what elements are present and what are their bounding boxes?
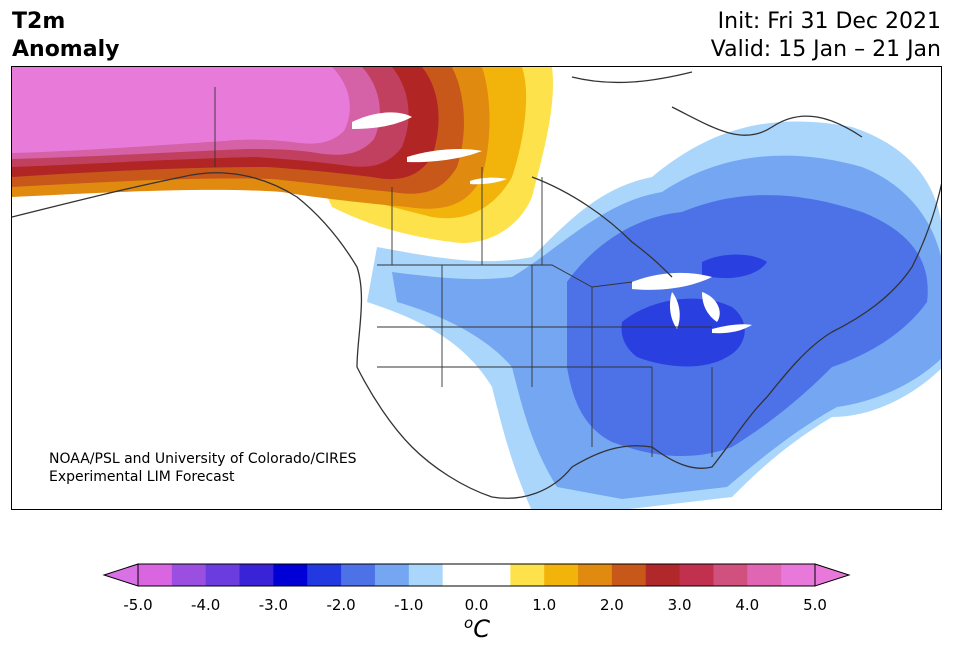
colorbar-under-arrow — [102, 563, 139, 587]
colorbar-cell — [171, 564, 207, 586]
colorbar-tick-label: 5.0 — [803, 596, 827, 614]
region-royal-ne — [702, 254, 767, 279]
colorbar-outline — [137, 563, 816, 587]
credit-text: NOAA/PSL and University of Colorado/CIRE… — [49, 450, 357, 486]
coastlines — [12, 71, 941, 499]
colorbar-cell — [205, 564, 241, 586]
colorbar-cell — [442, 564, 477, 586]
colorbar-cell — [408, 564, 444, 586]
lake-great-slave — [407, 149, 482, 163]
colorbar-cell — [747, 564, 782, 586]
colorbar-tick-label: -1.0 — [394, 596, 424, 614]
colorbar-cell — [781, 564, 816, 586]
lake-huron — [702, 292, 720, 322]
colorbar-cell — [679, 564, 714, 586]
map-title: T2m Anomaly — [12, 8, 119, 64]
title-line-2: Anomaly — [12, 37, 120, 62]
colorbar-cell — [510, 564, 545, 586]
lake-great-bear — [352, 112, 412, 129]
lake-athabasca — [470, 177, 507, 185]
colorbar-tick-label: 2.0 — [599, 596, 624, 614]
colorbar-tick-label: 4.0 — [735, 596, 760, 614]
credit-line-1: NOAA/PSL and University of Colorado/CIRE… — [49, 451, 357, 467]
colorbar-cell — [578, 564, 613, 586]
init-date: Init: Fri 31 Dec 2021 — [717, 9, 941, 34]
colorbar-tick-labels: -5.0 -4.0 -3.0 -2.0 -1.0 0.0 1.0 2.0 3.0 4.0 5.0 — [0, 596, 953, 616]
colorbar-over-arrow — [814, 563, 851, 587]
colorbar-cell — [476, 564, 511, 586]
colorbar-tick-label: -2.0 — [326, 596, 356, 614]
colorbar-cells — [138, 564, 816, 586]
anomaly-map — [12, 67, 941, 509]
colorbar-tick-label: -3.0 — [258, 596, 289, 614]
colorbar-cell — [307, 564, 342, 586]
valid-range: Valid: 15 Jan – 21 Jan — [710, 37, 941, 62]
colorbar — [102, 563, 851, 587]
title-line-1: T2m — [12, 9, 66, 34]
colorbar-tick-label: -5.0 — [123, 596, 153, 614]
credit-line-2: Experimental LIM Forecast — [49, 469, 235, 485]
colorbar-tick-label: -4.0 — [191, 596, 221, 614]
lake-superior — [632, 272, 712, 290]
region-pink — [12, 67, 350, 153]
colorbar-tick-label: 1.0 — [532, 596, 557, 614]
colorbar-cell — [645, 564, 681, 586]
colorbar-cell — [239, 564, 274, 586]
colorbar-cell — [341, 564, 376, 586]
unit-letter: C — [473, 615, 490, 643]
forecast-dates: Init: Fri 31 Dec 2021 Valid: 15 Jan – 21… — [711, 8, 941, 64]
colorbar-cell — [713, 564, 748, 586]
colorbar-cell — [611, 564, 647, 586]
colorbar-tick-label: 3.0 — [667, 596, 692, 614]
colorbar-unit: oC — [464, 614, 490, 643]
map-panel — [11, 66, 942, 510]
colorbar-cell — [273, 564, 308, 586]
colorbar-cell — [544, 564, 579, 586]
colorbar-cell — [374, 564, 410, 586]
unit-degree: o — [464, 614, 474, 632]
colorbar-tick-label: 0.0 — [464, 596, 489, 614]
colorbar-cell — [138, 564, 173, 586]
borders — [214, 87, 713, 457]
lake-erie — [712, 324, 752, 334]
lake-michigan — [669, 292, 680, 329]
